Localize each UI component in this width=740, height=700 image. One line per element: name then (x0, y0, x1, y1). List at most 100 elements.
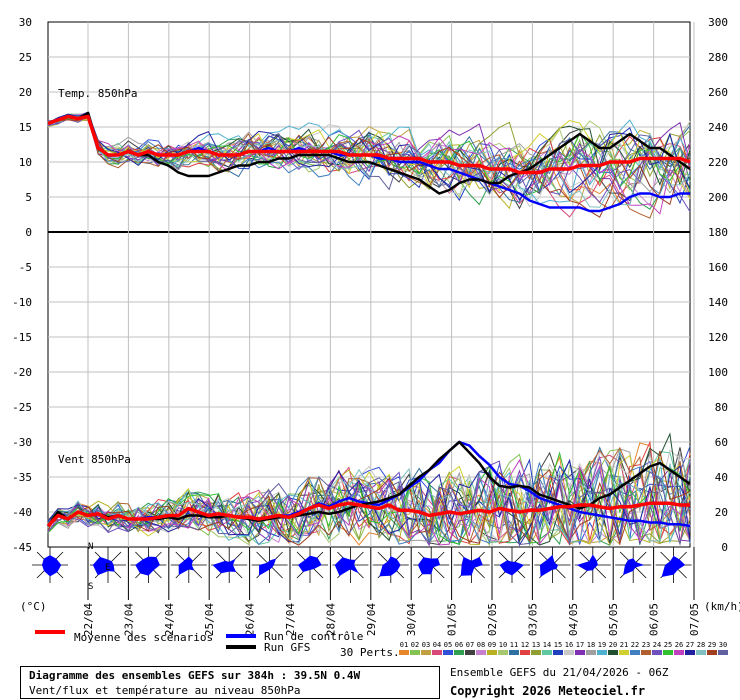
legend-pert-id: 01 (400, 641, 408, 649)
wind-panel-label: Vent 850hPa (58, 453, 131, 466)
legend-pert-id: 19 (598, 641, 606, 649)
wind-rose-shape (661, 555, 686, 577)
legend-pert-id: 09 (488, 641, 496, 649)
copyright: Copyright 2026 Meteociel.fr (450, 684, 646, 698)
legend-pert-swatch (443, 650, 453, 655)
legend-pert-id: 03 (422, 641, 430, 649)
title-box: Diagramme des ensembles GEFS sur 384h : … (20, 666, 440, 699)
legend-pert-id: 13 (532, 641, 540, 649)
legend-pert-swatch (608, 650, 618, 655)
date-label: 24/04 (163, 603, 176, 636)
legend-pert-swatch (641, 650, 651, 655)
wind-rose-glyph (534, 547, 571, 583)
left-tick-label: -45 (12, 541, 32, 554)
legend-pert-id: 30 (719, 641, 727, 649)
right-tick-label: 120 (708, 331, 728, 344)
perturbation-temp-line (47, 114, 691, 194)
legend-gfs-label: Run GFS (264, 641, 310, 654)
left-tick-label: 15 (19, 121, 32, 134)
legend-pert-swatch (696, 650, 706, 655)
left-tick-label: -15 (12, 331, 32, 344)
legend-pert-id: 28 (697, 641, 705, 649)
legend-pert-swatch (663, 650, 673, 655)
legend-pert-swatch (586, 650, 596, 655)
legend-pert-swatch (575, 650, 585, 655)
wind-rose-shape (259, 558, 277, 576)
legend-pert-id: 21 (620, 641, 628, 649)
gfs-temp-line (47, 111, 691, 195)
date-label: 22/04 (82, 603, 95, 636)
wind-rose-shape (576, 554, 598, 571)
left-tick-label: 0 (25, 226, 32, 239)
left-tick-label: 20 (19, 86, 32, 99)
legend-pert-swatch (476, 650, 486, 655)
date-label: 27/04 (284, 603, 297, 636)
perturbation-temp-line (47, 118, 691, 205)
date-label: 28/04 (324, 603, 337, 636)
legend-pert-id: 12 (521, 641, 529, 649)
perturbation-wind-line (47, 459, 691, 546)
legend-pert-id: 20 (609, 641, 617, 649)
left-tick-label: 10 (19, 156, 32, 169)
wind-rose-shape (460, 556, 483, 576)
date-label: 01/05 (446, 603, 459, 636)
wind-rose-shape (135, 556, 160, 576)
wind-rose-shape (379, 556, 401, 577)
legend-pert-swatch (531, 650, 541, 655)
legend-pert-id: 17 (576, 641, 584, 649)
wind-rose-glyph (332, 547, 369, 583)
legend-pert-swatch (509, 650, 519, 655)
perturbation-wind-line (47, 465, 691, 546)
right-unit-label: (km/h) (704, 600, 740, 613)
legend-mean-label: Moyenne des scénarios (74, 631, 213, 644)
chart-subtitle: Vent/flux et température au niveau 850hP… (29, 684, 301, 697)
legend-pert-swatch (542, 650, 552, 655)
legend-pert-swatch (498, 650, 508, 655)
date-label: 26/04 (244, 603, 257, 636)
legend-pert-id: 11 (510, 641, 518, 649)
perturbation-wind-line (47, 450, 691, 546)
legend-pert-swatch (421, 650, 431, 655)
right-tick-label: 0 (721, 541, 728, 554)
left-unit-label: (°C) (20, 600, 47, 613)
right-tick-label: 280 (708, 51, 728, 64)
date-label: 23/04 (122, 603, 135, 636)
mean-wind-line (46, 501, 690, 528)
wind-rose-glyph (413, 547, 450, 583)
left-tick-label: -40 (12, 506, 32, 519)
legend-control-label: Run de contrôle (264, 630, 363, 643)
legend-pert-swatch (454, 650, 464, 655)
legend-pert-id: 06 (455, 641, 463, 649)
plot-area (47, 21, 691, 548)
right-tick-label: 80 (715, 401, 728, 414)
wind-rose-shape (298, 555, 322, 572)
wind-rose-shape (42, 555, 62, 577)
wind-rose-glyph (453, 547, 490, 583)
right-tick-label: 180 (708, 226, 728, 239)
legend-pert-swatch (652, 650, 662, 655)
left-tick-label: -10 (12, 296, 32, 309)
left-tick-label: -5 (19, 261, 32, 274)
left-tick-label: -35 (12, 471, 32, 484)
left-tick-label: -25 (12, 401, 32, 414)
wind-rose-glyph (372, 547, 409, 583)
legend-pert-swatch (410, 650, 420, 655)
perturbation-temp-line (47, 114, 691, 218)
legend-pert-swatch (674, 650, 684, 655)
wind-rose-shape (212, 558, 237, 574)
wind-rose-glyph (494, 547, 530, 583)
legend-pert-id: 10 (499, 641, 507, 649)
right-tick-label: 140 (708, 296, 728, 309)
chart-title: Diagramme des ensembles GEFS sur 384h : … (29, 669, 361, 682)
left-tick-label: 5 (25, 191, 32, 204)
wind-rose-glyph (90, 547, 126, 583)
left-tick-label: 30 (19, 16, 32, 29)
legend-pert-swatch (520, 650, 530, 655)
date-label: 25/04 (203, 603, 216, 636)
right-tick-label: 200 (708, 191, 728, 204)
date-label: 04/05 (567, 603, 580, 636)
wind-rose-shape (623, 558, 645, 576)
legend-pert-id: 22 (631, 641, 639, 649)
right-tick-label: 40 (715, 471, 728, 484)
